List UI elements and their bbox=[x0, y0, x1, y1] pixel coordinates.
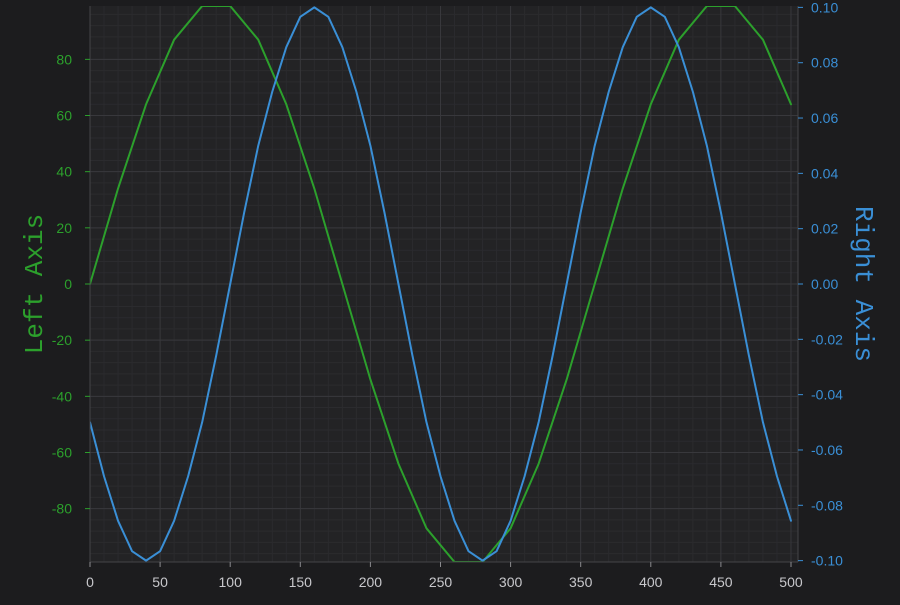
right-tick-label: -0.10 bbox=[811, 553, 843, 569]
left-tick-label: 60 bbox=[56, 108, 72, 124]
right-tick-label: -0.02 bbox=[811, 331, 843, 347]
x-axis: 0 50 100 150 200 250 300 350 400 450 500 bbox=[86, 561, 803, 590]
left-tick-label: -40 bbox=[52, 388, 72, 404]
x-tick-label: 150 bbox=[289, 574, 313, 590]
major-gridlines bbox=[89, 6, 798, 562]
left-axis-series-line bbox=[90, 6, 792, 562]
left-axis: -80 -60 -40 -20 0 20 40 60 80 bbox=[52, 6, 91, 562]
x-tick-label: 0 bbox=[86, 574, 94, 590]
left-axis-title: Left Axis bbox=[20, 214, 50, 354]
x-tick-label: 50 bbox=[152, 574, 168, 590]
right-tick-label: 0.08 bbox=[811, 55, 838, 71]
right-tick-label: 0.00 bbox=[811, 276, 838, 292]
left-tick-label: 40 bbox=[56, 164, 72, 180]
x-tick-label: 500 bbox=[779, 574, 803, 590]
x-tick-label: 200 bbox=[359, 574, 383, 590]
left-tick-label: -60 bbox=[52, 444, 72, 460]
x-tick-label: 300 bbox=[499, 574, 523, 590]
left-tick-label: 20 bbox=[56, 220, 72, 236]
x-tick-label: 250 bbox=[429, 574, 453, 590]
right-tick-label: -0.08 bbox=[811, 497, 843, 513]
x-tick-label: 350 bbox=[569, 574, 593, 590]
left-tick-label: 0 bbox=[64, 276, 72, 292]
left-tick-label: -80 bbox=[52, 501, 72, 517]
right-axis: -0.10 -0.08 -0.06 -0.04 -0.02 0.00 0.02 0.04 0.0… bbox=[797, 0, 843, 569]
x-tick-label: 450 bbox=[709, 574, 733, 590]
right-tick-label: 0.02 bbox=[811, 221, 838, 237]
right-axis-series-line bbox=[90, 6, 792, 562]
series-layer bbox=[90, 6, 792, 562]
right-tick-label: 0.04 bbox=[811, 165, 838, 181]
right-tick-label: -0.04 bbox=[811, 387, 843, 403]
x-tick-label: 400 bbox=[639, 574, 663, 590]
right-axis-title: Right Axis bbox=[848, 206, 878, 362]
right-tick-label: -0.06 bbox=[811, 442, 843, 458]
x-tick-label: 100 bbox=[219, 574, 243, 590]
left-tick-label: -20 bbox=[52, 332, 72, 348]
left-tick-label: 80 bbox=[56, 51, 72, 67]
right-tick-label: 0.06 bbox=[811, 110, 838, 126]
right-tick-label: 0.10 bbox=[811, 0, 838, 15]
